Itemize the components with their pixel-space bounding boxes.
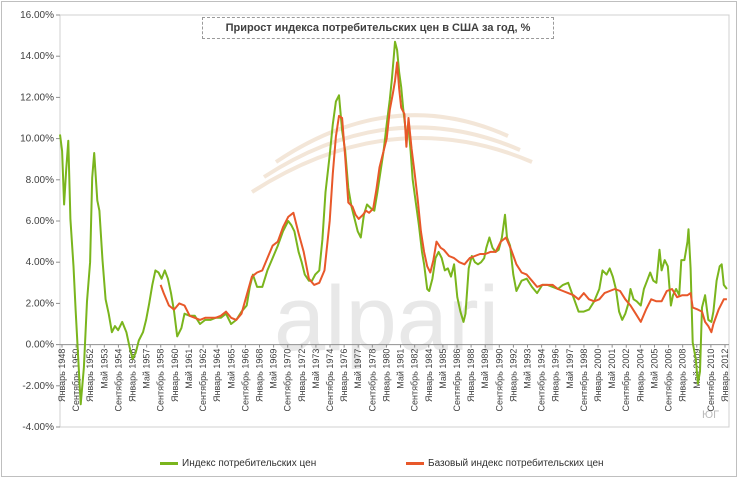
x-tick-label: Январь 1968 bbox=[254, 349, 264, 402]
x-tick-label: Январь 2012 bbox=[720, 349, 730, 402]
y-tick-label: 12.00% bbox=[20, 92, 54, 103]
x-tick-label: Январь 1964 bbox=[212, 349, 222, 402]
legend-label-core-cpi: Базовый индекс потребительских цен bbox=[428, 458, 604, 469]
x-tick-label: Январь 1956 bbox=[128, 349, 138, 402]
x-tick-label: Сентябрь 1982 bbox=[410, 349, 420, 412]
x-tick-label: Сентябрь 2006 bbox=[664, 349, 674, 412]
x-tick-label: Май 1985 bbox=[438, 349, 448, 389]
x-tick-label: Январь 1952 bbox=[85, 349, 95, 402]
legend-label-cpi: Индекс потребительских цен bbox=[182, 458, 317, 469]
x-tick-label: Сентябрь 1978 bbox=[367, 349, 377, 412]
x-tick-label: Сентябрь 1954 bbox=[113, 349, 123, 412]
watermark-logo-mark bbox=[250, 113, 533, 194]
x-tick-label: Январь 1972 bbox=[297, 349, 307, 402]
x-tick-label: Май 1989 bbox=[480, 349, 490, 389]
x-tick-label: Январь 2004 bbox=[635, 349, 645, 402]
x-tick-label: Май 1957 bbox=[142, 349, 152, 389]
x-tick-label: Сентябрь 1970 bbox=[283, 349, 293, 412]
series-line-core-cpi bbox=[159, 61, 727, 334]
x-tick-label: Январь 1996 bbox=[551, 349, 561, 402]
x-tick-label: Май 1961 bbox=[184, 349, 194, 389]
y-tick-label: -2.00% bbox=[22, 381, 54, 392]
series-line-cpi bbox=[59, 40, 728, 406]
watermark-logo-text: alpari bbox=[274, 268, 499, 370]
x-tick-label: Май 1973 bbox=[311, 349, 321, 389]
x-tick-label: Сентябрь 2010 bbox=[706, 349, 716, 412]
x-tick-label: Май 1997 bbox=[565, 349, 575, 389]
x-tick-label: Сентябрь 1986 bbox=[452, 349, 462, 412]
y-tick-label: -4.00% bbox=[22, 422, 54, 433]
x-tick-label: Сентябрь 1990 bbox=[494, 349, 504, 412]
x-tick-label: Сентябрь 1950 bbox=[71, 349, 81, 412]
x-tick-label: Сентябрь 1998 bbox=[579, 349, 589, 412]
y-tick-label: 8.00% bbox=[26, 175, 54, 186]
x-tick-label: Январь 1984 bbox=[424, 349, 434, 402]
y-tick-label: 6.00% bbox=[26, 216, 54, 227]
legend-swatch-cpi bbox=[160, 461, 178, 465]
x-tick-label: Май 1977 bbox=[353, 349, 363, 389]
chart-title: Прирост индекса потребительских цен в СШ… bbox=[202, 17, 554, 39]
y-tick-label: 4.00% bbox=[26, 257, 54, 268]
series-layer bbox=[59, 40, 728, 406]
x-tick-label: Сентябрь 1958 bbox=[156, 349, 166, 412]
x-tick-label: Май 1965 bbox=[226, 349, 236, 389]
x-tick-label: Январь 1988 bbox=[466, 349, 476, 402]
x-tick-label: Январь 2000 bbox=[593, 349, 603, 402]
x-tick-label: Январь 1948 bbox=[57, 349, 67, 402]
x-tick-label: Сентябрь 1962 bbox=[198, 349, 208, 412]
watermark: alpari ЮГ bbox=[250, 113, 719, 421]
x-tick-label: Январь 1992 bbox=[508, 349, 518, 402]
x-tick-label: Январь 1980 bbox=[381, 349, 391, 402]
y-tick-label: 0.00% bbox=[26, 340, 54, 351]
x-tick-label: Май 2001 bbox=[607, 349, 617, 389]
legend-swatch-core-cpi bbox=[406, 461, 424, 465]
x-tick-label: Январь 1960 bbox=[170, 349, 180, 402]
x-tick-label: Январь 1976 bbox=[339, 349, 349, 402]
x-tick-label: Май 2005 bbox=[649, 349, 659, 389]
x-tick-label: Май 1953 bbox=[99, 349, 109, 389]
x-tick-label: Сентябрь 1974 bbox=[325, 349, 335, 412]
legend-item-core-cpi: Базовый индекс потребительских цен bbox=[406, 458, 604, 469]
x-tick-label: Май 1993 bbox=[523, 349, 533, 389]
watermark-small-text: ЮГ bbox=[702, 409, 719, 421]
x-tick-label: Сентябрь 1994 bbox=[537, 349, 547, 412]
y-tick-label: 16.00% bbox=[20, 10, 54, 21]
x-tick-label: Май 1981 bbox=[396, 349, 406, 389]
y-tick-label: 2.00% bbox=[26, 298, 54, 309]
legend-item-cpi: Индекс потребительских цен bbox=[160, 458, 316, 469]
y-tick-label: 14.00% bbox=[20, 51, 54, 62]
axes: -4.00% -2.00% 0.00% 2.00% 4.00% 6.00% 8.00% 10.… bbox=[20, 10, 730, 433]
x-tick-label: Сентябрь 2002 bbox=[621, 349, 631, 412]
x-tick-label: Сентябрь 1966 bbox=[240, 349, 250, 412]
x-tick-label: Январь 2008 bbox=[678, 349, 688, 402]
y-tick-label: 10.00% bbox=[20, 134, 54, 145]
x-tick-label: Май 1969 bbox=[269, 349, 279, 389]
